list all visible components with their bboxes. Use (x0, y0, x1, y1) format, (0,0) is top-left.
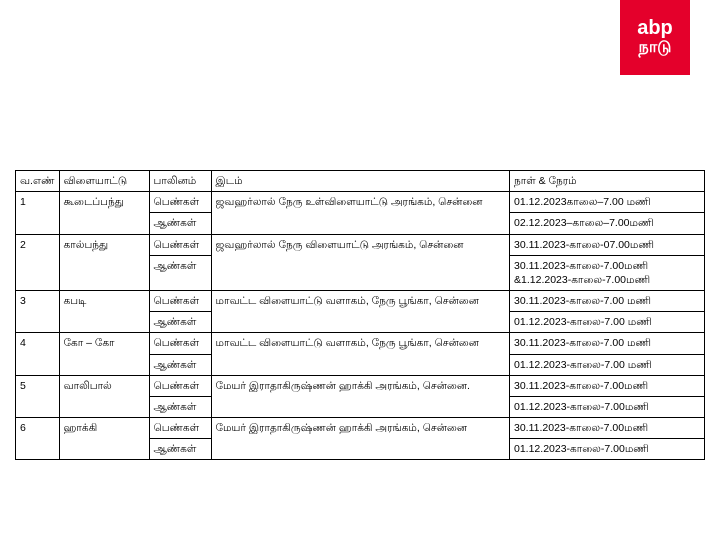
cell-sport: வாலிபால் (59, 375, 149, 417)
cell-venue: மாவட்ட விளையாட்டு வளாகம், நேரு பூங்கா, ச… (211, 333, 509, 375)
logo-text-bottom: நாடு (639, 38, 672, 57)
header-sport: விளையாட்டு (59, 171, 149, 192)
brand-logo: abp நாடு (620, 0, 690, 75)
cell-time: 30.11.2023-காலை-7.00 மணி (510, 291, 705, 312)
cell-serial: 4 (16, 333, 60, 375)
table-row: 6 ஹாக்கி பெண்கள் மேயர் இராதாகிருஷ்ணன் ஹா… (16, 418, 705, 439)
cell-time: 30.11.2023-காலை-07.00மணி (510, 234, 705, 255)
cell-sport: கோ – கோ (59, 333, 149, 375)
cell-venue: ஜவஹர்லால் நேரு உள்விளையாட்டு அரங்கம், செ… (211, 192, 509, 234)
cell-gender: ஆண்கள் (149, 396, 211, 417)
cell-time: 02.12.2023–காலை–7.00மணி (510, 213, 705, 234)
cell-venue: மாவட்ட விளையாட்டு வளாகம், நேரு பூங்கா, ச… (211, 291, 509, 333)
cell-venue: மேயர் இராதாகிருஷ்ணன் ஹாக்கி அரங்கம், சென… (211, 375, 509, 417)
cell-venue: மேயர் இராதாகிருஷ்ணன் ஹாக்கி அரங்கம், சென… (211, 418, 509, 460)
cell-time: 30.11.2023-காலை-7.00மணி &1.12.2023-காலை-… (510, 255, 705, 290)
table-row: 3 கபடி பெண்கள் மாவட்ட விளையாட்டு வளாகம்,… (16, 291, 705, 312)
cell-gender: பெண்கள் (149, 375, 211, 396)
cell-gender: பெண்கள் (149, 333, 211, 354)
cell-gender: ஆண்கள் (149, 439, 211, 460)
header-gender: பாலினம் (149, 171, 211, 192)
cell-sport: கூடைப்பந்து (59, 192, 149, 234)
cell-sport: கால்பந்து (59, 234, 149, 291)
cell-time: 30.11.2023-காலை-7.00மணி (510, 418, 705, 439)
table-row: 1 கூடைப்பந்து பெண்கள் ஜவஹர்லால் நேரு உள்… (16, 192, 705, 213)
cell-gender: பெண்கள் (149, 192, 211, 213)
cell-gender: பெண்கள் (149, 291, 211, 312)
cell-gender: ஆண்கள் (149, 354, 211, 375)
cell-serial: 6 (16, 418, 60, 460)
header-serial: வ.எண் (16, 171, 60, 192)
table-row: 5 வாலிபால் பெண்கள் மேயர் இராதாகிருஷ்ணன் … (16, 375, 705, 396)
cell-sport: கபடி (59, 291, 149, 333)
cell-time: 01.12.2023-காலை-7.00 மணி (510, 312, 705, 333)
cell-gender: ஆண்கள் (149, 255, 211, 290)
cell-sport: ஹாக்கி (59, 418, 149, 460)
cell-gender: பெண்கள் (149, 418, 211, 439)
cell-time: 01.12.2023-காலை-7.00மணி (510, 439, 705, 460)
cell-serial: 5 (16, 375, 60, 417)
cell-time: 30.11.2023-காலை-7.00மணி (510, 375, 705, 396)
cell-serial: 2 (16, 234, 60, 291)
schedule-table: வ.எண் விளையாட்டு பாலினம் இடம் நாள் & நேர… (15, 170, 705, 460)
table-row: 4 கோ – கோ பெண்கள் மாவட்ட விளையாட்டு வளாக… (16, 333, 705, 354)
cell-gender: ஆண்கள் (149, 213, 211, 234)
header-datetime: நாள் & நேரம் (510, 171, 705, 192)
schedule-table-container: வ.எண் விளையாட்டு பாலினம் இடம் நாள் & நேர… (15, 170, 705, 460)
logo-text-top: abp (637, 18, 673, 38)
cell-venue: ஜவஹர்லால் நேரு விளையாட்டு அரங்கம், சென்ன… (211, 234, 509, 291)
cell-time: 30.11.2023-காலை-7.00 மணி (510, 333, 705, 354)
cell-serial: 3 (16, 291, 60, 333)
cell-time: 01.12.2023-காலை-7.00 மணி (510, 354, 705, 375)
cell-time: 01.12.2023காலை–7.00 மணி (510, 192, 705, 213)
cell-gender: ஆண்கள் (149, 312, 211, 333)
cell-gender: பெண்கள் (149, 234, 211, 255)
table-row: 2 கால்பந்து பெண்கள் ஜவஹர்லால் நேரு விளைய… (16, 234, 705, 255)
table-body: 1 கூடைப்பந்து பெண்கள் ஜவஹர்லால் நேரு உள்… (16, 192, 705, 460)
cell-time: 01.12.2023-காலை-7.00மணி (510, 396, 705, 417)
header-venue: இடம் (211, 171, 509, 192)
cell-serial: 1 (16, 192, 60, 234)
table-header-row: வ.எண் விளையாட்டு பாலினம் இடம் நாள் & நேர… (16, 171, 705, 192)
